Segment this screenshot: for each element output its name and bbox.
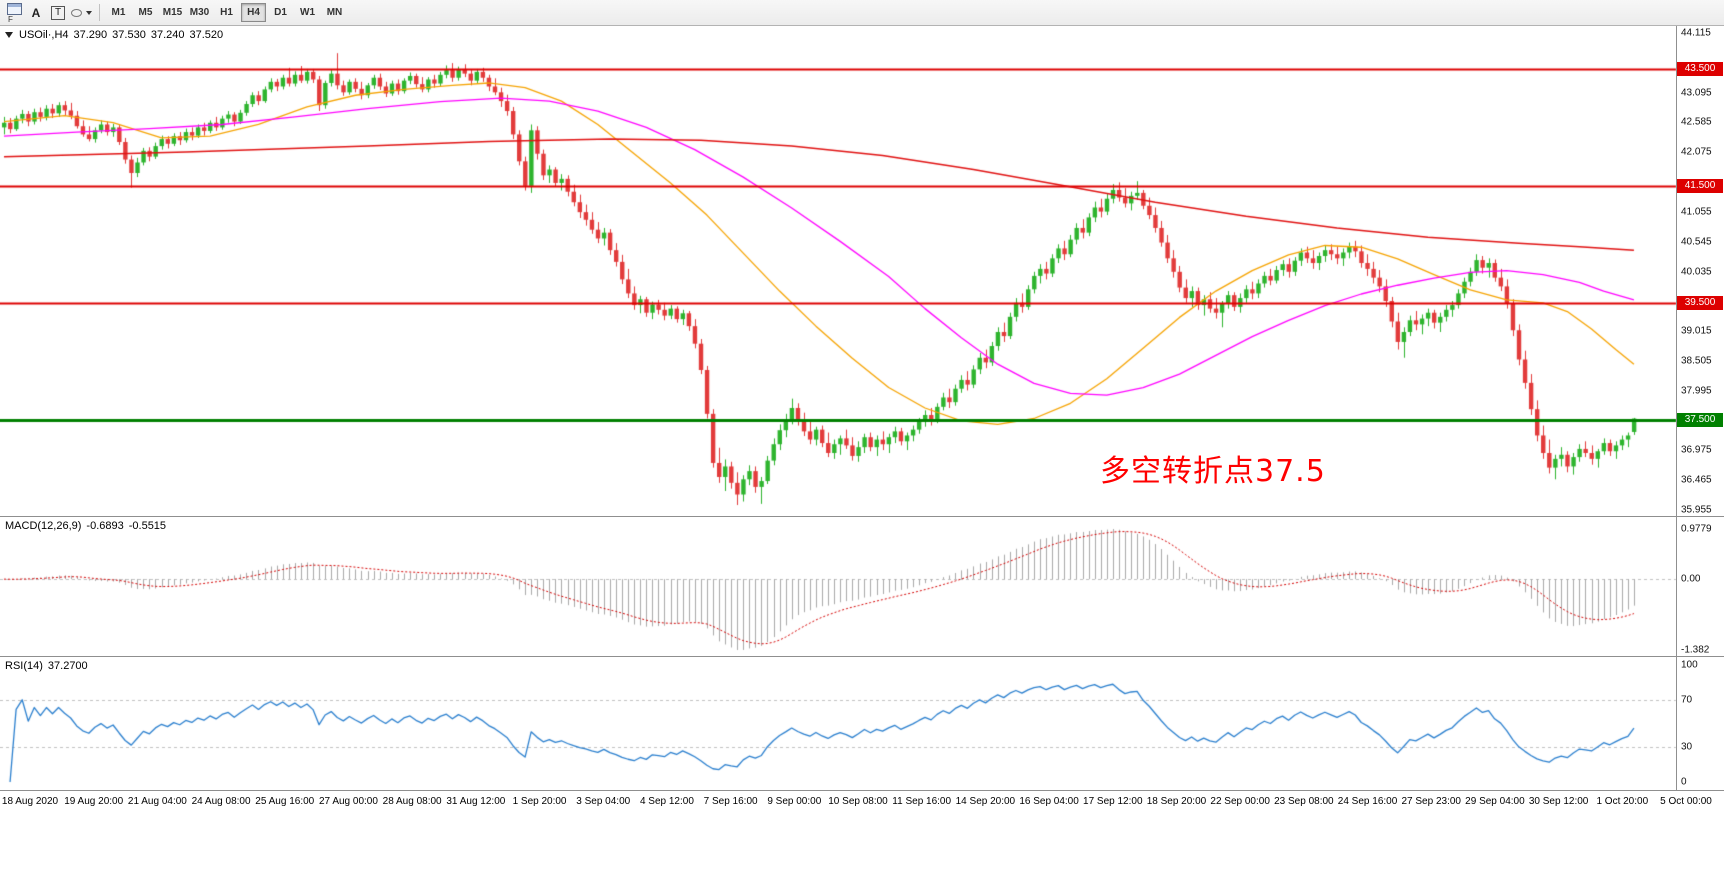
price-axis-label: 41.055 [1681, 206, 1712, 218]
close-value: 37.520 [189, 29, 224, 41]
timeframe-button-m5[interactable]: M5 [133, 3, 158, 22]
low-value: 37.240 [150, 29, 185, 41]
price-axis-label: 36.465 [1681, 474, 1712, 486]
price-axis-label: 40.545 [1681, 236, 1712, 248]
time-axis-label: 28 Aug 08:00 [382, 796, 442, 807]
time-axis-label: 25 Aug 16:00 [255, 796, 315, 807]
shapes-tool-button[interactable] [70, 3, 93, 23]
text-label-tool-button[interactable]: A [26, 3, 46, 23]
open-value: 37.290 [73, 29, 108, 41]
timeframe-toolbar: M1 M5 M15 M30 H1 H4 D1 W1 MN [105, 3, 348, 22]
rsi-value: 37.2700 [47, 660, 88, 672]
macd-header: MACD(12,26,9) -0.6893 -0.5515 [5, 520, 166, 532]
price-axis-label: 37.995 [1681, 385, 1712, 397]
price-axis-label: 42.585 [1681, 116, 1712, 128]
timeframe-button-mn[interactable]: MN [322, 3, 347, 22]
price-axis-label: 38.505 [1681, 355, 1712, 367]
time-axis-label: 7 Sep 16:00 [703, 796, 758, 807]
timeframe-button-d1[interactable]: D1 [268, 3, 293, 22]
rsi-axis-label: 0 [1681, 776, 1687, 788]
timeframe-button-w1[interactable]: W1 [295, 3, 320, 22]
timeframe-button-m15[interactable]: M15 [160, 3, 185, 22]
time-axis-label: 9 Sep 00:00 [767, 796, 822, 807]
time-axis-label: 31 Aug 12:00 [446, 796, 506, 807]
toolbar-left-stack: F [3, 0, 25, 26]
macd-panel: MACD(12,26,9) -0.6893 -0.5515 0.9779 0.00… [0, 517, 1724, 656]
symbol-ohlc-header: USOil·,H4 37.290 37.530 37.240 37.520 [5, 29, 223, 41]
rsi-axis-label: 100 [1681, 659, 1698, 671]
rsi-canvas[interactable] [0, 657, 1724, 790]
toolbar-separator [99, 4, 100, 21]
time-axis-label: 23 Sep 08:00 [1274, 796, 1334, 807]
time-axis-label: 1 Oct 20:00 [1596, 796, 1649, 807]
rsi-panel: RSI(14) 37.2700 100 70 30 0 [0, 657, 1724, 790]
price-axis-label: 43.095 [1681, 87, 1712, 99]
hline-price-tag: 43.500 [1677, 61, 1723, 76]
text-box-tool-button[interactable]: T [48, 3, 68, 23]
time-axis-label: 16 Sep 04:00 [1019, 796, 1079, 807]
time-axis-label: 10 Sep 08:00 [828, 796, 888, 807]
ellipse-icon [71, 8, 82, 17]
time-axis-label: 21 Aug 04:00 [127, 796, 187, 807]
time-axis-label: 22 Sep 00:00 [1210, 796, 1270, 807]
time-axis-label: 24 Sep 16:00 [1337, 796, 1398, 807]
macd-canvas[interactable] [0, 517, 1724, 656]
panel-divider [0, 790, 1724, 791]
macd-axis-label: -1.382 [1681, 644, 1710, 656]
price-axis-label: 36.975 [1681, 444, 1712, 456]
time-axis-label: 14 Sep 20:00 [955, 796, 1016, 807]
price-axis-line [1676, 26, 1677, 790]
toolbar: F A T M1 M5 M15 M30 H1 H4 D1 W1 MN [0, 0, 1724, 26]
hline-price-tag: 39.500 [1677, 295, 1723, 310]
timeframe-button-h1[interactable]: H1 [214, 3, 239, 22]
time-axis-label: 18 Sep 20:00 [1146, 796, 1207, 807]
time-axis-label: 1 Sep 20:00 [512, 796, 567, 807]
macd-axis-label: 0.9779 [1681, 523, 1712, 535]
chart-window-icon[interactable] [7, 2, 22, 15]
macd-main-value: -0.6893 [86, 520, 124, 532]
chevron-down-icon [86, 10, 92, 15]
time-axis-label: 5 Oct 00:00 [1660, 796, 1712, 807]
rsi-axis-label: 30 [1681, 741, 1693, 753]
main-chart-panel: USOil·,H4 37.290 37.530 37.240 37.520 多空… [0, 26, 1724, 516]
chart-annotation-text: 多空转折点37.5 [1100, 454, 1326, 489]
time-axis-label: 4 Sep 12:00 [639, 796, 694, 807]
symbol-label: USOil·,H4 [19, 29, 69, 41]
price-axis-label: 35.955 [1681, 504, 1712, 516]
time-axis-label: 18 Aug 2020 [1, 796, 59, 807]
timeframe-button-m30[interactable]: M30 [187, 3, 212, 22]
time-axis-label: 17 Sep 12:00 [1083, 796, 1143, 807]
time-axis-label: 24 Aug 08:00 [191, 796, 251, 807]
panel-divider[interactable] [0, 516, 1724, 517]
price-axis-label: 40.035 [1681, 266, 1712, 277]
timeframe-button-h4[interactable]: H4 [241, 3, 266, 22]
time-axis[interactable]: 18 Aug 2020 19 Aug 20:00 21 Aug 04:00 24 Au… [0, 791, 1724, 815]
rsi-axis-label: 70 [1681, 694, 1693, 706]
macd-signal-value: -0.5515 [128, 520, 167, 532]
panel-divider[interactable] [0, 656, 1724, 657]
time-axis-label: 27 Sep 23:00 [1401, 796, 1461, 807]
macd-axis-label: 0.00 [1681, 573, 1701, 585]
hline-price-tag: 37.500 [1677, 412, 1723, 427]
macd-name: MACD(12,26,9) [5, 520, 82, 532]
high-value: 37.530 [112, 29, 146, 41]
price-axis-label: 39.015 [1681, 325, 1712, 337]
time-axis-label: 27 Aug 00:00 [318, 796, 378, 807]
price-axis-label: 44.115 [1681, 27, 1711, 39]
time-axis-label: 11 Sep 16:00 [892, 796, 952, 807]
hline-price-tag: 41.500 [1677, 178, 1723, 193]
toolbar-f-marker: F [8, 14, 13, 24]
time-axis-label: 29 Sep 04:00 [1465, 796, 1525, 807]
rsi-header: RSI(14) 37.2700 [5, 660, 88, 672]
rsi-name: RSI(14) [5, 660, 43, 672]
boxed-t-icon: T [50, 5, 66, 20]
main-chart-canvas[interactable] [0, 26, 1724, 516]
time-axis-label: 3 Sep 04:00 [576, 796, 631, 807]
time-axis-label: 19 Aug 20:00 [64, 796, 124, 807]
symbol-dropdown-icon[interactable] [5, 32, 13, 38]
price-axis-label: 42.075 [1681, 146, 1712, 158]
timeframe-button-m1[interactable]: M1 [106, 3, 131, 22]
time-axis-label: 30 Sep 12:00 [1528, 796, 1589, 807]
